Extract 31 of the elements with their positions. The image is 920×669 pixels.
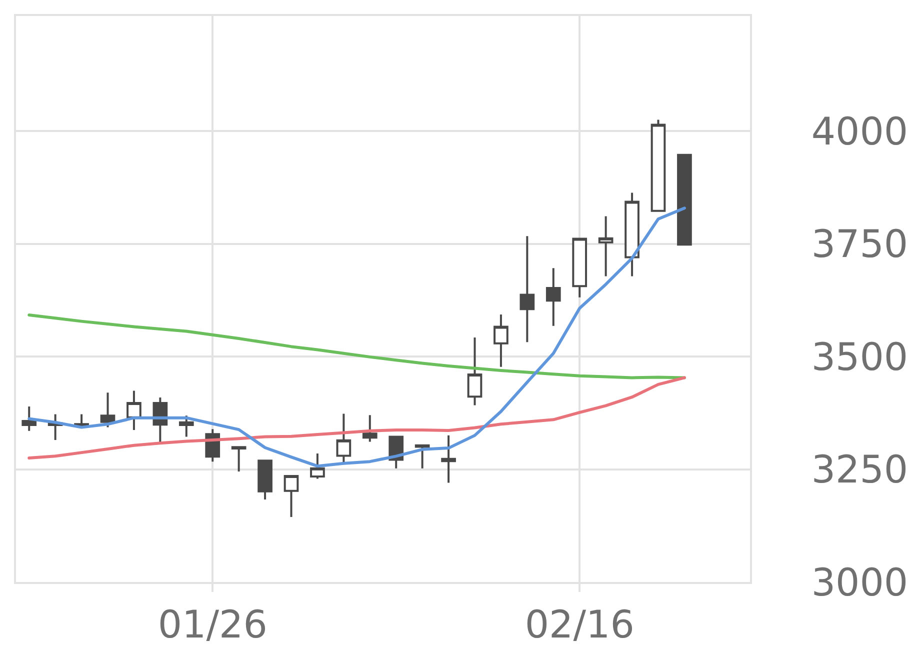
x-tick-label: 02/16 [524,602,634,646]
candlestick [100,392,116,428]
candlestick [677,154,692,246]
line-series [28,206,686,468]
candlestick [520,235,535,344]
candlestick [362,414,378,443]
candlestick [126,390,142,432]
candlestick [598,215,614,278]
candlestick [441,434,456,484]
candlestick [624,192,640,278]
y-tick-label: 4000 [811,109,908,154]
candlestick [336,412,352,464]
candlestick [258,460,272,500]
candlestick [231,446,246,473]
y-tick-label: 3250 [811,448,908,492]
y-tick-label: 3750 [811,222,908,266]
candlestick [546,267,561,327]
candlestick [572,238,588,298]
candlestick [494,314,508,368]
line-series [28,314,686,380]
candlestick [22,406,37,432]
candlestick [284,475,299,518]
candlestick [467,336,482,406]
y-tick-label: 3500 [811,334,908,379]
candlestick [650,118,666,212]
candlestick [310,452,325,480]
x-tick-label: 01/26 [158,602,268,646]
y-tick-label: 3000 [811,560,908,604]
candlestick [414,444,430,470]
candlestick [178,414,194,438]
line-series [28,376,686,460]
